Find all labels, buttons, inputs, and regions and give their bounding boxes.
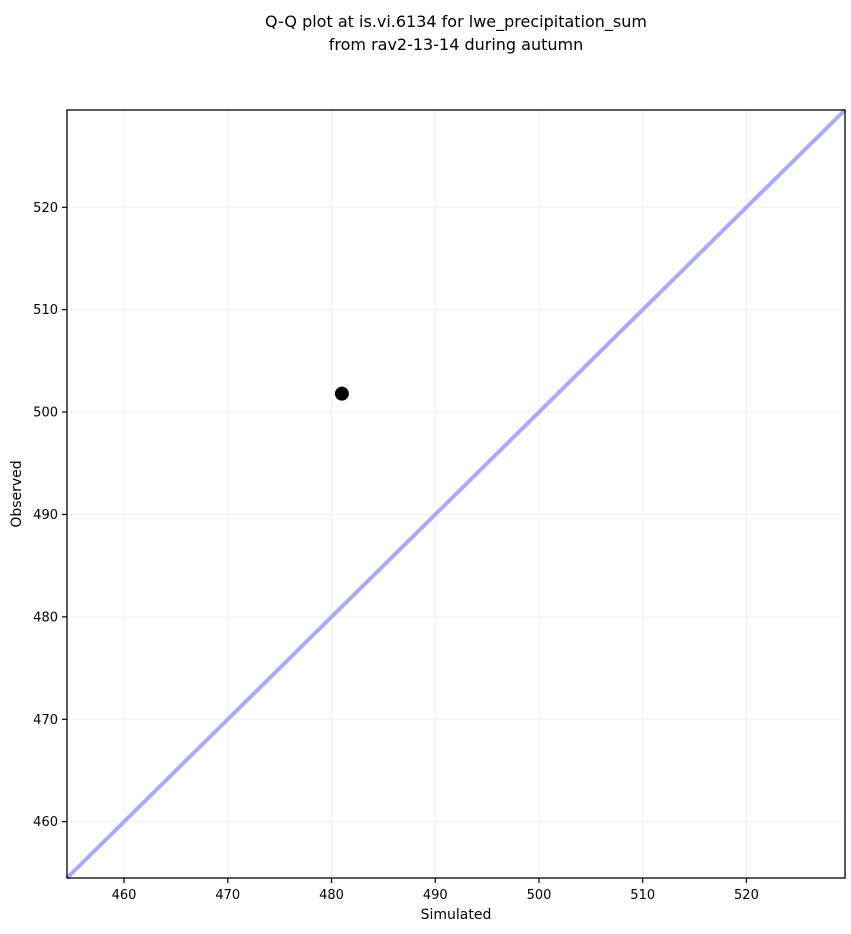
y-tick-label: 510 bbox=[33, 303, 58, 318]
y-tick-label: 490 bbox=[33, 508, 58, 523]
y-axis-label: Observed bbox=[9, 460, 25, 528]
chart-title-line2: from rav2-13-14 during autumn bbox=[328, 35, 584, 54]
x-tick-label: 520 bbox=[734, 888, 759, 903]
y-tick-label: 500 bbox=[33, 406, 58, 421]
x-tick-label: 490 bbox=[423, 888, 448, 903]
x-axis-label: Simulated bbox=[420, 907, 492, 923]
chart-title-line1: Q-Q plot at is.vi.6134 for lwe_precipita… bbox=[265, 12, 647, 31]
y-tick-label: 480 bbox=[33, 610, 58, 625]
x-tick-label: 480 bbox=[319, 888, 344, 903]
x-tick-label: 500 bbox=[527, 888, 552, 903]
y-tick-label: 470 bbox=[33, 713, 58, 728]
y-tick-label: 460 bbox=[33, 815, 58, 830]
x-tick-label: 510 bbox=[630, 888, 655, 903]
data-point bbox=[334, 386, 349, 401]
y-tick-label: 520 bbox=[33, 201, 58, 216]
identity-line bbox=[65, 108, 847, 880]
chart-title: Q-Q plot at is.vi.6134 for lwe_precipita… bbox=[67, 10, 845, 56]
plot-border bbox=[66, 109, 846, 879]
x-tick-label: 470 bbox=[215, 888, 240, 903]
x-tick-label: 460 bbox=[112, 888, 137, 903]
